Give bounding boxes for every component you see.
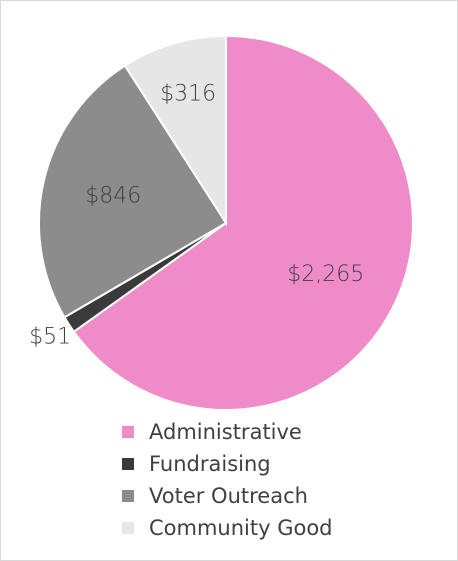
pie-slice-community-good: [123, 34, 227, 227]
data-label-fundraising: $51: [29, 324, 71, 349]
pie-slice-administrative: [72, 34, 414, 411]
data-label-administrative: $2,265: [287, 262, 364, 287]
pie-slice-voter-outreach: [38, 64, 228, 319]
pie-slices: [38, 34, 414, 411]
legend-label-administrative: Administrative: [149, 420, 302, 444]
data-label-voter-outreach: $846: [85, 183, 141, 208]
legend: Administrative Fundraising Voter Outreac…: [122, 416, 422, 544]
legend-swatch-community-good: [122, 522, 134, 534]
legend-item-administrative: Administrative: [122, 416, 422, 448]
legend-swatch-fundraising: [122, 458, 134, 470]
legend-label-community-good: Community Good: [149, 516, 333, 540]
legend-item-fundraising: Fundraising: [122, 448, 422, 480]
data-label-community-good: $316: [160, 81, 216, 106]
pie-data-labels: $2,265 $51 $846 $316: [29, 81, 364, 349]
legend-swatch-administrative: [122, 426, 134, 438]
legend-item-voter-outreach: Voter Outreach: [122, 480, 422, 512]
legend-item-community-good: Community Good: [122, 512, 422, 544]
legend-label-voter-outreach: Voter Outreach: [149, 484, 308, 508]
legend-swatch-voter-outreach: [122, 490, 134, 502]
legend-label-fundraising: Fundraising: [149, 452, 271, 476]
